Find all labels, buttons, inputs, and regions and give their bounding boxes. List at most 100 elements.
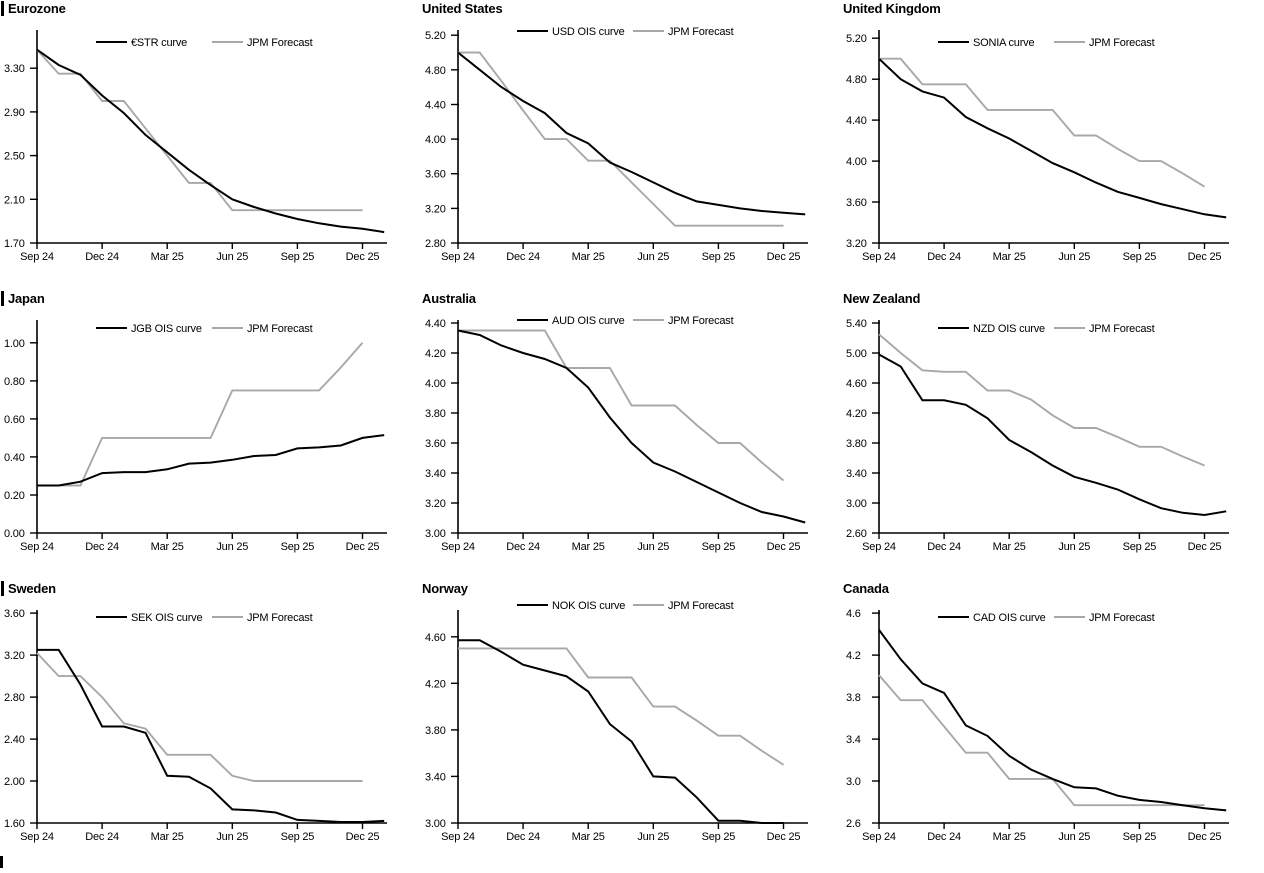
y-tick-label: 4.80	[846, 74, 867, 86]
x-tick-label: Sep 24	[862, 251, 896, 263]
legend-label-forecast: JPM Forecast	[668, 315, 734, 327]
axis-lines	[878, 610, 1229, 824]
series-line-forecast	[37, 342, 364, 487]
series-line-curve	[878, 57, 1227, 219]
chart-canada: Canada 2.6 3.0 3.4 3.8 4.2 4.6 Sep 24 Dec 24 Mar …	[842, 580, 1264, 873]
series-line-forecast	[878, 674, 1205, 807]
y-tick-label: 5.40	[846, 318, 867, 330]
series-line-forecast	[36, 49, 363, 212]
x-tick-label: Jun 25	[216, 541, 248, 553]
chart-title-text: Canada	[843, 581, 889, 596]
x-tick-label: Dec 25	[767, 251, 801, 263]
y-tick-label: 0.00	[4, 528, 25, 540]
legend-label-curve: €STR curve	[131, 37, 187, 49]
legend-label-curve: AUD OIS curve	[552, 315, 625, 327]
y-tick-label: 2.00	[4, 776, 25, 788]
y-tick-label: 4.20	[425, 348, 446, 360]
series-line-curve	[458, 639, 784, 824]
section-divider-bar	[1, 291, 4, 306]
x-tick-label: Sep 25	[1123, 251, 1157, 263]
legend-label-forecast: JPM Forecast	[247, 37, 313, 49]
axis-lines	[878, 320, 1229, 534]
y-tick-label: 4.80	[425, 65, 446, 77]
x-tick-label: Jun 25	[1058, 251, 1090, 263]
y-tick-label: 3.80	[425, 408, 446, 420]
x-tick-label: Mar 25	[151, 251, 184, 263]
y-tick-label: 4.60	[846, 378, 867, 390]
x-tick-label: Mar 25	[572, 251, 605, 263]
x-tick-label: Mar 25	[151, 541, 184, 553]
y-tick-label: 4.00	[425, 378, 446, 390]
chart-title-text: Eurozone	[8, 1, 66, 16]
chart-title-new-zealand: New Zealand	[843, 291, 920, 306]
y-tick-label: 3.30	[4, 63, 25, 75]
chart-australia: Australia 3.00 3.20 3.40 3.60 3.80 4.00 4.20 4.4…	[421, 290, 842, 580]
x-tick-label: Sep 24	[441, 831, 475, 843]
series-line-forecast	[458, 51, 784, 227]
section-divider-bar	[1, 1, 4, 16]
x-tick-label: Dec 24	[927, 541, 961, 553]
chart-plot-united-kingdom: 3.20 3.60 4.00 4.40 4.80 5.20 Sep 24 Dec 24 Mar …	[846, 30, 1229, 263]
y-tick-label: 4.00	[846, 156, 867, 168]
axis-lines	[457, 610, 808, 824]
chart-united-states: United States 2.80 3.20 3.60 4.00 4.40 4.80 5.2…	[421, 0, 842, 290]
x-tick-label: Sep 25	[1123, 541, 1157, 553]
chart-title-japan: Japan	[1, 291, 45, 306]
chart-title-canada: Canada	[843, 581, 889, 596]
x-tick-label: Dec 25	[346, 831, 380, 843]
chart-plot-united-states: 2.80 3.20 3.60 4.00 4.40 4.80 5.20 Sep 24 Dec 24…	[425, 26, 808, 263]
y-tick-label: 4.40	[425, 318, 446, 330]
legend-label-curve: CAD OIS curve	[973, 612, 1046, 624]
x-tick-label: Jun 25	[637, 251, 669, 263]
y-tick-label: 2.10	[4, 194, 25, 206]
x-tick-label: Mar 25	[151, 831, 184, 843]
y-tick-label: 3.40	[846, 468, 867, 480]
page-section-bar-partial	[0, 856, 3, 868]
y-tick-label: 2.80	[4, 692, 25, 704]
x-tick-label: Sep 25	[281, 831, 315, 843]
legend-label-forecast: JPM Forecast	[668, 26, 734, 38]
legend-label-forecast: JPM Forecast	[1089, 323, 1155, 335]
y-tick-label: 3.0	[846, 776, 861, 788]
chart-title-text: New Zealand	[843, 291, 921, 306]
x-tick-label: Dec 25	[767, 541, 801, 553]
x-tick-label: Dec 25	[346, 541, 380, 553]
x-tick-label: Jun 25	[1058, 831, 1090, 843]
chart-new-zealand: New Zealand 2.60 3.00 3.40 3.80 4.20 4.60 5.00 5…	[842, 290, 1264, 580]
x-tick-label: Sep 24	[20, 251, 54, 263]
legend-label-forecast: JPM Forecast	[1089, 612, 1155, 624]
x-tick-label: Dec 24	[85, 251, 119, 263]
y-tick-label: 5.00	[846, 348, 867, 360]
x-tick-label: Dec 24	[927, 831, 961, 843]
chart-title-united-kingdom: United Kingdom	[843, 1, 941, 16]
y-tick-label: 3.80	[425, 725, 446, 737]
y-tick-label: 3.00	[425, 818, 446, 830]
x-tick-label: Sep 24	[441, 251, 475, 263]
chart-title-eurozone: Eurozone	[1, 1, 66, 16]
y-tick-label: 3.60	[425, 169, 446, 181]
y-tick-label: 3.40	[425, 468, 446, 480]
y-tick-label: 4.20	[846, 408, 867, 420]
x-tick-label: Mar 25	[572, 541, 605, 553]
y-tick-label: 4.00	[425, 134, 446, 146]
y-tick-label: 4.20	[425, 678, 446, 690]
x-tick-label: Dec 25	[1188, 541, 1222, 553]
y-tick-label: 3.80	[846, 438, 867, 450]
x-tick-label: Dec 24	[506, 831, 540, 843]
chart-title-norway: Norway	[422, 581, 468, 596]
chart-plot-eurozone: 1.70 2.10 2.50 2.90 3.30 Sep 24 Dec 24 Mar 25 Ju…	[4, 30, 387, 263]
x-tick-label: Dec 24	[506, 251, 540, 263]
y-tick-label: 3.8	[846, 692, 861, 704]
chart-title-text: Sweden	[8, 581, 56, 596]
y-tick-label: 4.2	[846, 650, 861, 662]
x-tick-label: Mar 25	[993, 831, 1026, 843]
legend-label-curve: NZD OIS curve	[973, 323, 1045, 335]
legend-label-curve: SEK OIS curve	[131, 612, 202, 624]
legend-label-curve: JGB OIS curve	[131, 323, 202, 335]
y-tick-label: 5.20	[846, 33, 867, 45]
chart-plot-sweden: 1.60 2.00 2.40 2.80 3.20 3.60 Sep 24 Dec 24 Mar …	[4, 608, 387, 843]
chart-eurozone: Eurozone 1.70 2.10 2.50 2.90 3.30 Sep 24 Dec 24…	[0, 0, 421, 290]
chart-title-united-states: United States	[422, 1, 503, 16]
y-tick-label: 2.90	[4, 107, 25, 119]
x-tick-label: Dec 24	[506, 541, 540, 553]
